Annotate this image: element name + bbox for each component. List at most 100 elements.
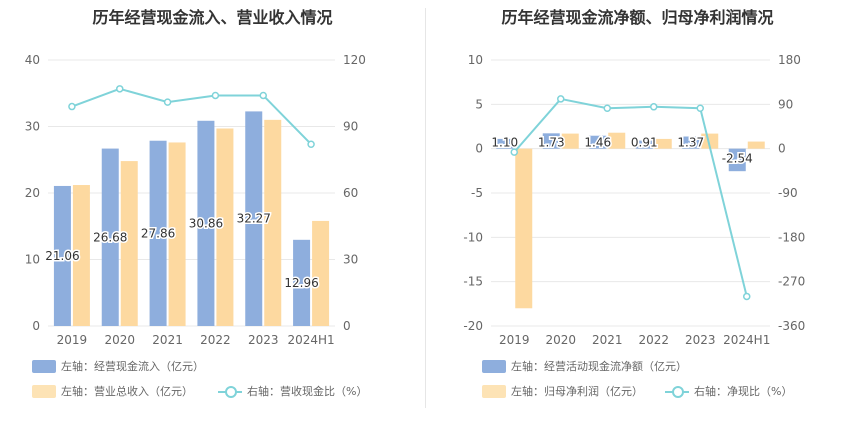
y-right-tick-label: 0 bbox=[343, 319, 351, 333]
ratio-line-point bbox=[510, 148, 518, 156]
bar bbox=[120, 161, 138, 326]
x-tick-label: 2023 bbox=[248, 333, 279, 347]
x-tick-label: 2021 bbox=[592, 333, 623, 347]
legend-line-swatch bbox=[218, 385, 242, 398]
bar bbox=[515, 148, 533, 309]
bar-data-label: -2.54 bbox=[722, 152, 753, 166]
left-legend-item-ratio[interactable]: 右轴：营收现金比（%） bbox=[218, 383, 367, 399]
legend-label: 左轴：经营活动现金流净额（亿元） bbox=[511, 360, 687, 373]
y-left-tick-label: 10 bbox=[468, 53, 483, 67]
bar bbox=[149, 140, 167, 326]
right-chart-panel: 历年经营现金流净额、归母净利润情况 -20 -15 -10 -5 0 5 10 -360 -27… bbox=[425, 0, 850, 437]
legend-line-swatch bbox=[665, 385, 689, 398]
x-tick-label: 2020 bbox=[545, 333, 576, 347]
bar bbox=[635, 140, 653, 149]
y-right-tick-label: 60 bbox=[343, 186, 358, 200]
bar bbox=[542, 133, 560, 149]
bar bbox=[589, 135, 607, 149]
right-legend-item-net-cash[interactable]: 左轴：经营活动现金流净额（亿元） bbox=[482, 358, 687, 374]
left-chart-svg: 0 10 20 30 40 0 30 60 90 120 2019 2020 2021 2022 2023 2… bbox=[25, 53, 366, 347]
bar-data-label: 27.86 bbox=[141, 226, 175, 240]
bar bbox=[53, 185, 71, 326]
right-legend-item-ratio[interactable]: 右轴：净现比（%） bbox=[665, 383, 792, 399]
bar-data-label: 12.96 bbox=[284, 276, 318, 290]
legend-swatch bbox=[32, 384, 56, 398]
x-tick-label: 2024H1 bbox=[723, 333, 770, 347]
right-legend-item-net-profit[interactable]: 左轴：归母净利润（亿元） bbox=[482, 383, 643, 399]
bar-data-label: 1.10 bbox=[491, 136, 518, 150]
bar bbox=[747, 141, 765, 149]
bar-data-label: 21.06 bbox=[45, 249, 79, 263]
bar-data-label: 32.27 bbox=[237, 212, 271, 226]
legend-swatch bbox=[482, 384, 506, 398]
x-tick-label: 2022 bbox=[200, 333, 231, 347]
y-left-tick-label: 30 bbox=[25, 120, 40, 134]
y-left-tick-label: -10 bbox=[463, 230, 483, 244]
ratio-line-point bbox=[696, 104, 704, 113]
bar bbox=[197, 120, 215, 326]
bar bbox=[216, 128, 234, 326]
bar bbox=[654, 138, 672, 149]
ratio-line-point bbox=[116, 85, 124, 93]
legend-label: 右轴：营收现金比（%） bbox=[247, 385, 368, 398]
bar-data-label: 1.37 bbox=[677, 136, 704, 150]
ratio-line-point bbox=[68, 102, 76, 111]
right-chart-svg: -20 -15 -10 -5 0 5 10 -360 -270 -180 -90 0 90 180 2019… bbox=[463, 53, 805, 347]
y-right-tick-label: 180 bbox=[778, 53, 801, 67]
left-chart-panel: 历年经营现金流入、营业收入情况 0 10 20 30 40 0 30 60 90 120 2019 2… bbox=[25, 8, 368, 399]
bar-data-label: 1.73 bbox=[538, 136, 565, 150]
ratio-line bbox=[71, 87, 312, 145]
bar bbox=[293, 239, 311, 326]
bar-data-label: 0.91 bbox=[631, 136, 658, 150]
y-right-tick-label: -360 bbox=[778, 319, 805, 333]
bar-data-label: 1.46 bbox=[584, 136, 611, 150]
y-right-tick-label: -180 bbox=[778, 230, 805, 244]
legend-label: 左轴：营业总收入（亿元） bbox=[61, 385, 193, 398]
ratio-line bbox=[513, 97, 748, 297]
legend-label: 左轴：归母净利润（亿元） bbox=[511, 385, 643, 398]
y-right-tick-label: -90 bbox=[778, 186, 798, 200]
y-left-tick-label: 0 bbox=[475, 142, 483, 156]
x-tick-label: 2021 bbox=[152, 333, 183, 347]
legend-swatch bbox=[482, 359, 506, 373]
ratio-line-point bbox=[743, 292, 751, 301]
legend-label: 左轴：经营现金流入（亿元） bbox=[61, 360, 204, 373]
ratio-line-point bbox=[557, 95, 565, 103]
legend-swatch bbox=[32, 359, 56, 373]
bar bbox=[72, 185, 90, 326]
ratio-line-point bbox=[163, 98, 172, 106]
ratio-line-point bbox=[603, 104, 611, 113]
bar bbox=[168, 142, 186, 326]
right-chart-title: 历年经营现金流净额、归母净利润情况 bbox=[501, 8, 774, 27]
bar bbox=[608, 132, 626, 149]
x-tick-label: 2019 bbox=[57, 333, 88, 347]
left-legend-item-cash-inflow[interactable]: 左轴：经营现金流入（亿元） bbox=[32, 358, 204, 374]
y-left-tick-label: -20 bbox=[463, 319, 483, 333]
bar bbox=[682, 136, 700, 149]
ratio-line-point bbox=[211, 91, 220, 100]
x-tick-label: 2024H1 bbox=[287, 333, 334, 347]
y-left-tick-label: -5 bbox=[471, 186, 483, 200]
ratio-line-point bbox=[259, 91, 267, 100]
y-right-tick-label: 90 bbox=[778, 97, 793, 111]
left-chart-title: 历年经营现金流入、营业收入情况 bbox=[92, 8, 333, 27]
bar bbox=[701, 133, 719, 149]
bar bbox=[561, 133, 579, 149]
bar bbox=[312, 220, 330, 326]
x-tick-label: 2019 bbox=[499, 333, 530, 347]
y-left-tick-label: 0 bbox=[32, 319, 40, 333]
ratio-line-point bbox=[650, 103, 658, 111]
y-right-tick-label: 90 bbox=[343, 120, 358, 134]
y-left-tick-label: 40 bbox=[25, 53, 40, 67]
bar bbox=[728, 148, 746, 172]
y-right-tick-label: 0 bbox=[778, 142, 786, 156]
panel-divider bbox=[425, 8, 426, 408]
y-left-tick-label: 5 bbox=[475, 97, 483, 111]
ratio-line-point bbox=[307, 140, 315, 148]
x-tick-label: 2022 bbox=[638, 333, 669, 347]
y-right-tick-label: 30 bbox=[343, 253, 358, 267]
left-legend-item-revenue[interactable]: 左轴：营业总收入（亿元） bbox=[32, 383, 193, 399]
y-left-tick-label: 20 bbox=[25, 186, 40, 200]
x-tick-label: 2020 bbox=[104, 333, 135, 347]
bar bbox=[245, 111, 263, 326]
